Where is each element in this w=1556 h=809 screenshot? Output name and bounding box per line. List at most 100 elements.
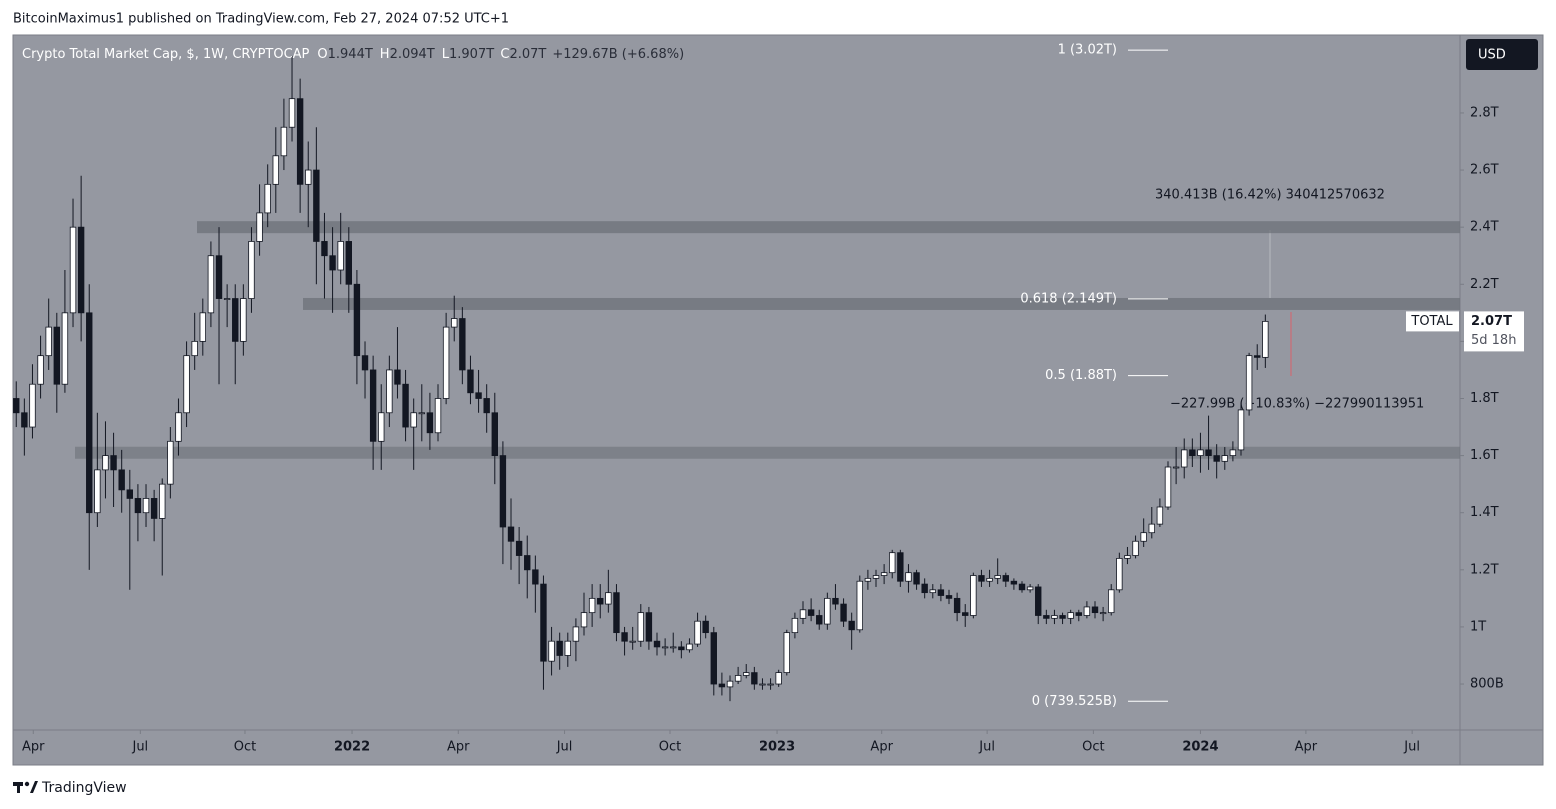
candle-body: [353, 283, 361, 357]
candle-body: [134, 498, 142, 514]
fib-label: 0.5 (1.88T): [1045, 368, 1117, 383]
legend-key: H: [380, 47, 390, 62]
candle-body: [686, 643, 693, 651]
candle-body: [637, 612, 644, 642]
candle-body: [329, 255, 336, 271]
candle-body: [499, 455, 507, 528]
candle-body: [142, 498, 150, 514]
candle-body: [240, 298, 247, 342]
candle-body: [345, 241, 352, 285]
candle-body: [564, 640, 571, 656]
candle-body: [743, 672, 750, 676]
price-tag: [1464, 311, 1524, 352]
candle-body: [1213, 455, 1220, 462]
candle-body: [897, 552, 904, 582]
symbol-tag: [1406, 311, 1459, 332]
candle-body: [1148, 523, 1155, 534]
fib-label: 1 (3.02T): [1058, 43, 1117, 58]
candle-body: [1091, 606, 1099, 614]
candle-body: [207, 255, 215, 314]
candle-body: [29, 383, 36, 428]
legend-value: 2.07T: [509, 47, 546, 62]
candle-body: [864, 577, 872, 582]
candle-body: [410, 412, 417, 428]
candle-body: [167, 440, 174, 485]
measure-label: −227.99B (−10.83%) −227990113951: [1170, 397, 1424, 412]
candle-body: [159, 483, 166, 519]
candle-body: [1108, 589, 1115, 614]
candle-body: [45, 326, 52, 357]
legend-value: 1.907T: [449, 47, 494, 62]
candle-body: [799, 609, 807, 619]
x-tick-label: Jul: [131, 740, 148, 755]
candle-body: [150, 498, 158, 519]
legend-key: O: [317, 47, 327, 62]
candle-body: [848, 620, 855, 631]
y-tick-label: 1T: [1470, 619, 1486, 634]
candle-body: [824, 597, 831, 625]
candle-body: [475, 392, 482, 399]
candle-body: [767, 683, 774, 686]
candle-body: [775, 672, 782, 685]
candle-body: [361, 355, 369, 371]
candle-body: [1010, 580, 1018, 585]
fib-label: 0 (739.525B): [1032, 694, 1117, 709]
candle-body: [321, 241, 328, 257]
x-tick-label: Jul: [556, 740, 573, 755]
candle-body: [483, 398, 490, 414]
candle-body: [1002, 575, 1009, 582]
candle-body: [1035, 586, 1042, 616]
candle-body: [621, 632, 628, 642]
candle-body: [580, 612, 588, 628]
chart-title: Crypto Total Market Cap, $, 1W, CRYPTOCA…: [22, 47, 310, 62]
x-tick-label: Oct: [234, 740, 256, 755]
candle-body: [556, 640, 563, 656]
candle-body: [264, 183, 271, 214]
candle-body: [175, 412, 182, 442]
x-tick-label: Oct: [659, 740, 681, 755]
candle-body: [913, 572, 920, 585]
candle-body: [532, 569, 539, 585]
candle-body: [223, 298, 231, 300]
symbol-label: TOTAL: [1410, 314, 1453, 329]
y-tick-label: 2.4T: [1470, 220, 1499, 235]
candle-body: [1189, 449, 1196, 456]
currency-label[interactable]: USD: [1478, 48, 1506, 63]
candle-body: [110, 455, 117, 471]
candle-body: [94, 469, 101, 514]
y-tick-label: 800B: [1470, 677, 1504, 692]
candle-body: [1051, 615, 1058, 619]
x-tick-label: Oct: [1082, 740, 1104, 755]
currency-button[interactable]: [1466, 39, 1538, 70]
candle-body: [1067, 612, 1074, 619]
candle-body: [953, 597, 961, 614]
candle-body: [694, 620, 701, 645]
candle-body: [296, 98, 304, 185]
candle-body: [548, 640, 555, 662]
zone: [75, 446, 1460, 459]
candle-body: [807, 609, 815, 616]
publisher-line: BitcoinMaximus1 published on TradingView…: [13, 12, 509, 27]
candle-body: [491, 412, 498, 456]
legend-change: +129.67B (+6.68%): [552, 47, 684, 62]
candle-body: [653, 640, 661, 648]
candle-body: [256, 212, 263, 242]
y-tick-label: 2.8T: [1470, 105, 1499, 120]
candle-body: [1124, 555, 1131, 559]
candle-body: [1156, 506, 1164, 525]
candle-body: [1172, 466, 1180, 469]
candle-body: [1026, 586, 1034, 591]
candle-body: [272, 155, 279, 185]
y-tick-label: 1.8T: [1470, 391, 1499, 406]
candle-body: [929, 589, 936, 594]
candle-body: [1262, 320, 1269, 358]
candle-body: [1043, 615, 1050, 619]
candle-body: [1083, 606, 1091, 616]
candle-body: [86, 312, 93, 514]
candle-body: [613, 592, 620, 634]
candle-body: [199, 312, 206, 342]
candle-body: [994, 575, 1001, 579]
y-tick-label: 1.6T: [1470, 448, 1499, 463]
candle-body: [702, 620, 709, 634]
candle-body: [313, 169, 320, 242]
